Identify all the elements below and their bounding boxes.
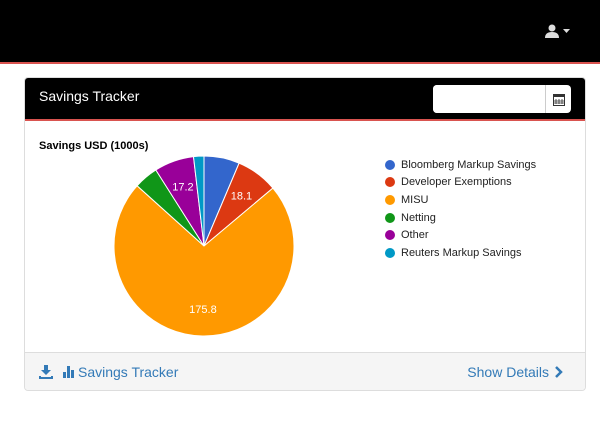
legend-marker bbox=[385, 177, 395, 188]
legend-label: MISU bbox=[401, 193, 429, 206]
pie-slice-5[interactable] bbox=[192, 155, 205, 247]
date-input[interactable] bbox=[433, 85, 545, 113]
pie-data-label: 18.1 bbox=[231, 190, 252, 202]
savings-tracker-panel: Savings Tracker Savings USD (1000s) 18.1… bbox=[24, 77, 586, 391]
savings-tracker-link[interactable]: Savings Tracker bbox=[63, 364, 178, 380]
legend-marker bbox=[385, 230, 395, 241]
legend-label: Bloomberg Markup Savings bbox=[401, 158, 537, 171]
legend-item[interactable]: Bloomberg Markup Savings bbox=[385, 156, 536, 174]
legend-marker bbox=[385, 212, 395, 223]
panel-header: Savings Tracker bbox=[25, 78, 585, 121]
legend-item[interactable]: MISU bbox=[385, 191, 536, 209]
panel-title: Savings Tracker bbox=[39, 88, 140, 104]
calendar-icon bbox=[552, 93, 565, 106]
chart-legend: Bloomberg Markup Savings Developer Exempt… bbox=[385, 156, 536, 262]
legend-item[interactable]: Other bbox=[385, 226, 536, 244]
legend-marker bbox=[385, 194, 395, 205]
legend-item[interactable]: Reuters Markup Savings bbox=[385, 244, 536, 262]
pie-data-label: 17.2 bbox=[172, 182, 193, 194]
legend-marker bbox=[385, 159, 395, 170]
pie-chart: 18.1 175.8 17.2 bbox=[113, 155, 295, 337]
panel-footer: Savings Tracker Show Details bbox=[25, 352, 585, 390]
date-picker[interactable] bbox=[433, 85, 571, 113]
savings-tracker-link-label: Savings Tracker bbox=[78, 364, 179, 380]
navbar bbox=[0, 0, 600, 64]
legend-label: Reuters Markup Savings bbox=[401, 246, 522, 259]
pie-data-label: 175.8 bbox=[189, 304, 217, 316]
chart-area: Savings USD (1000s) 18.1 175.8 17.2 Bloomb… bbox=[25, 123, 585, 352]
legend-label: Developer Exemptions bbox=[401, 176, 512, 189]
chart-title: Savings USD (1000s) bbox=[39, 140, 149, 152]
legend-item[interactable]: Developer Exemptions bbox=[385, 174, 536, 192]
legend-marker bbox=[385, 247, 395, 258]
show-details-label: Show Details bbox=[467, 364, 549, 380]
pie-slice-2[interactable] bbox=[113, 185, 295, 337]
calendar-button[interactable] bbox=[545, 85, 571, 113]
legend-label: Netting bbox=[401, 211, 436, 224]
chevron-right-icon bbox=[555, 366, 563, 378]
show-details-button[interactable]: Show Details bbox=[467, 364, 563, 380]
caret-down-icon bbox=[563, 29, 570, 33]
download-icon[interactable] bbox=[39, 365, 53, 379]
legend-item[interactable]: Netting bbox=[385, 209, 536, 227]
user-icon bbox=[545, 24, 559, 38]
user-menu[interactable] bbox=[545, 24, 570, 38]
legend-label: Other bbox=[401, 229, 429, 242]
bar-chart-icon bbox=[63, 366, 74, 378]
